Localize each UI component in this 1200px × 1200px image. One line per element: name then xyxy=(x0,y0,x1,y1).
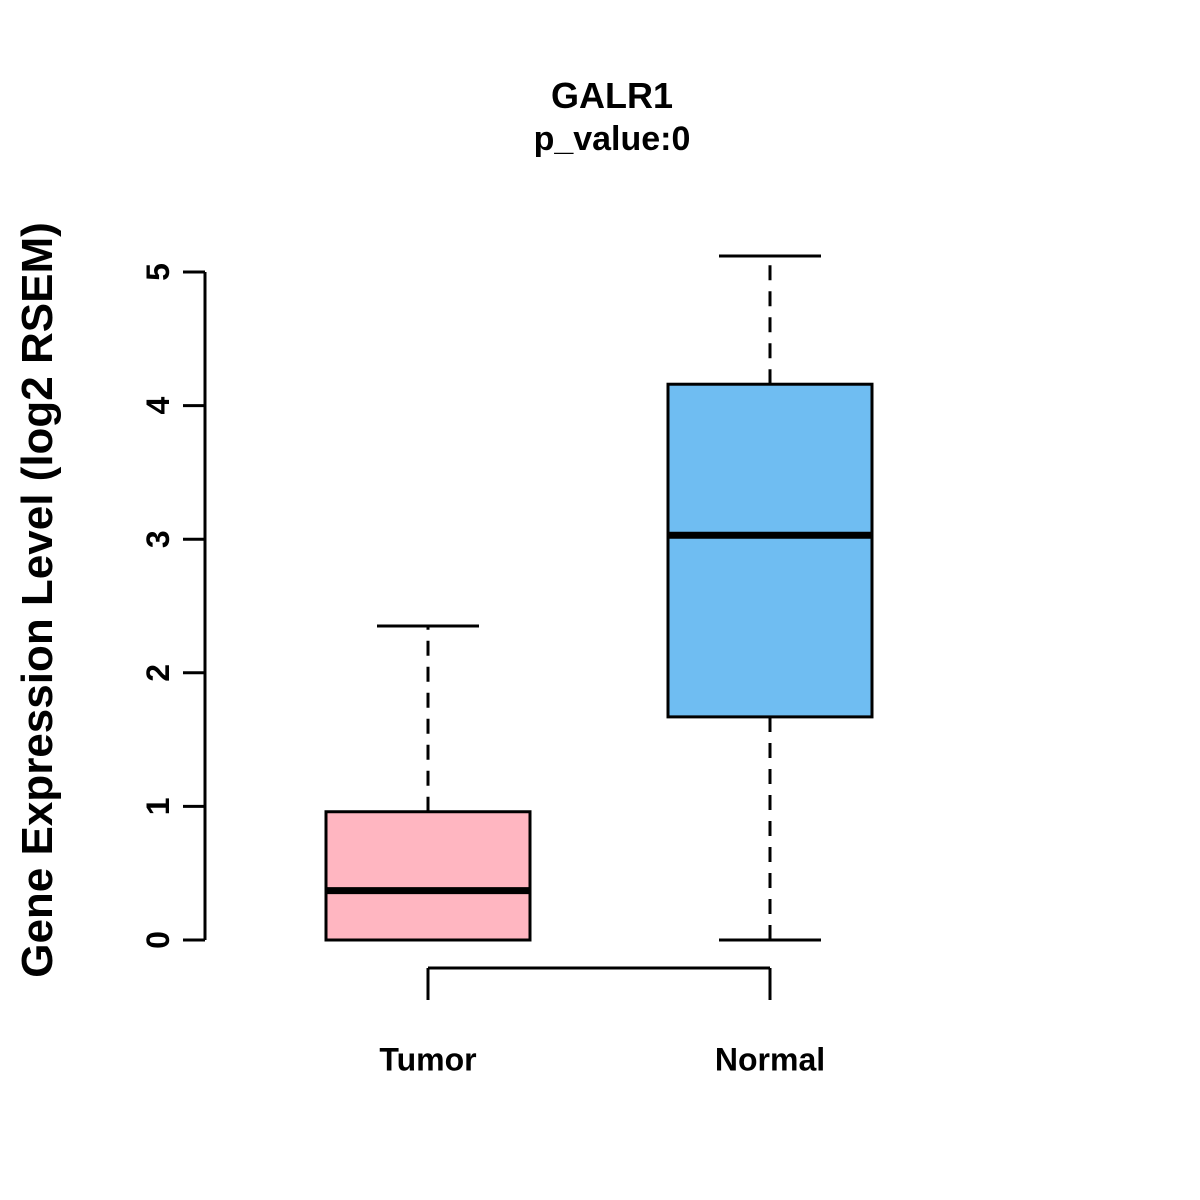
box-group-normal xyxy=(666,254,874,942)
chart-title: GALR1 xyxy=(550,75,673,116)
chart-subtitle: p_value:0 xyxy=(533,120,691,158)
iqr-box-normal xyxy=(666,382,874,719)
x-category-normal: Normal xyxy=(714,1041,826,1078)
y-tick-label: 1 xyxy=(140,798,176,816)
x-category-tumor: Tumor xyxy=(379,1041,477,1078)
y-tick-label: 5 xyxy=(140,263,176,281)
y-tick-label: 0 xyxy=(140,931,176,949)
y-tick-label: 4 xyxy=(140,396,176,414)
iqr-box-tumor xyxy=(324,810,532,942)
y-tick-label: 3 xyxy=(140,530,176,548)
box-group-tumor xyxy=(324,624,532,942)
y-tick-label: 2 xyxy=(140,664,176,682)
